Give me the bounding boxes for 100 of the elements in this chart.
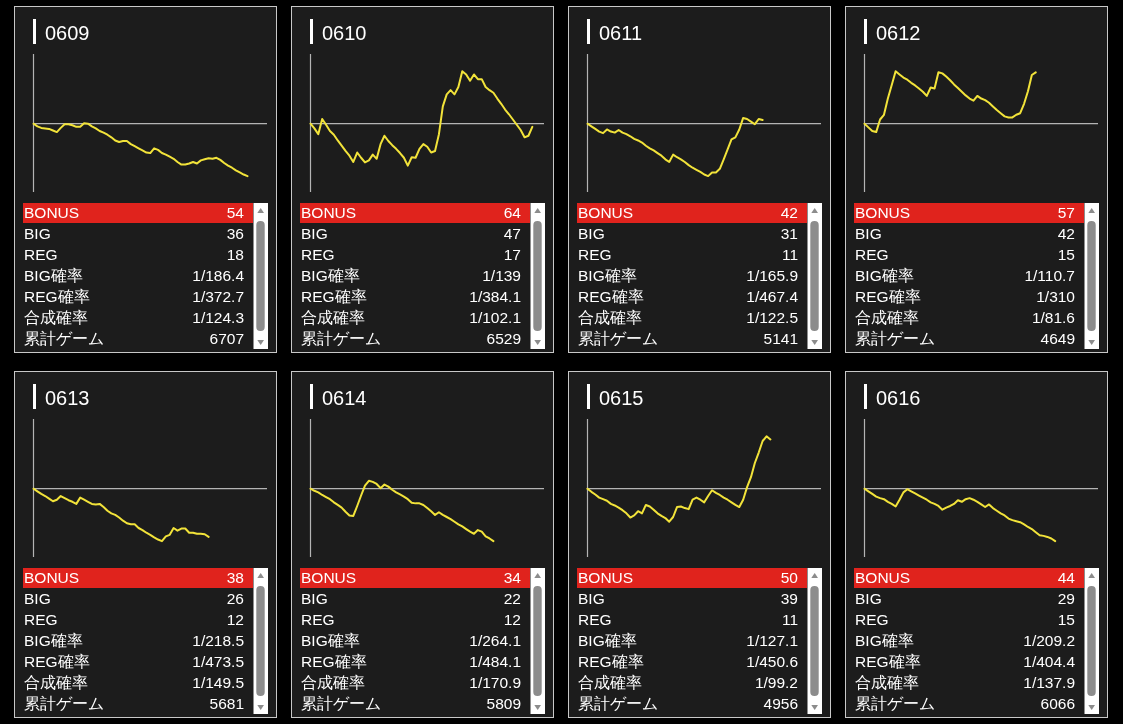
text: BIG確率	[855, 267, 914, 285]
text: 42	[780, 204, 798, 222]
text: REG	[578, 611, 612, 629]
text: REG確率	[301, 653, 367, 671]
text: 合成確率	[301, 309, 365, 327]
text: 1/310	[1036, 288, 1076, 306]
text: 累計ゲーム	[301, 330, 381, 348]
chart-title: 0609	[45, 22, 90, 44]
text: 合成確率	[855, 674, 919, 692]
text: REG確率	[578, 288, 644, 306]
text: 1/110.7	[1024, 267, 1075, 285]
text: 5141	[763, 330, 798, 348]
text: REG	[578, 246, 612, 264]
text: REG	[301, 246, 335, 264]
chart-title: 0610	[322, 22, 367, 44]
text: BIG確率	[24, 267, 83, 285]
text: 12	[226, 611, 244, 629]
text: BIG	[301, 590, 328, 608]
text: 39	[780, 590, 798, 608]
text: 18	[226, 246, 244, 264]
text: 合成確率	[301, 674, 365, 692]
text: 1/218.5	[192, 632, 244, 650]
text: 36	[226, 225, 244, 243]
text: 1/473.5	[192, 653, 244, 671]
text: BIG	[24, 590, 51, 608]
text: 1/127.1	[746, 632, 798, 650]
text: BIG確率	[578, 632, 637, 650]
text: BONUS	[578, 204, 634, 222]
text: 1/170.9	[469, 674, 521, 692]
text: 4956	[763, 695, 798, 713]
text: 1/209.2	[1023, 632, 1075, 650]
text: 累計ゲーム	[855, 695, 935, 713]
text: 50	[780, 569, 799, 587]
text: 累計ゲーム	[578, 695, 658, 713]
text: BONUS	[24, 204, 80, 222]
text: BIG	[855, 590, 882, 608]
text: REG	[855, 611, 889, 629]
text: 42	[1057, 225, 1075, 243]
text: 57	[1057, 204, 1075, 222]
text: 22	[503, 590, 521, 608]
text: BONUS	[855, 569, 911, 587]
text: 38	[226, 569, 244, 587]
text: BIG確率	[24, 632, 83, 650]
text: 44	[1057, 569, 1076, 587]
text: REG確率	[24, 288, 90, 306]
text: 1/124.3	[192, 309, 244, 327]
text: 1/165.9	[746, 267, 798, 285]
text: 累計ゲーム	[24, 695, 104, 713]
chart-title: 0611	[599, 22, 643, 44]
text: 1/102.1	[469, 309, 521, 327]
text: 11	[781, 611, 798, 629]
text: REG確率	[24, 653, 90, 671]
text: BONUS	[855, 204, 911, 222]
text: 5809	[486, 695, 521, 713]
text: 17	[503, 246, 521, 264]
chart-title: 0616	[876, 387, 921, 409]
text: 26	[226, 590, 244, 608]
text: 12	[503, 611, 521, 629]
text: 1/139	[482, 267, 521, 285]
text: BIG確率	[301, 267, 360, 285]
text: 1/122.5	[746, 309, 798, 327]
text: 1/384.1	[469, 288, 521, 306]
text: 1/137.9	[1023, 674, 1075, 692]
text: REG	[24, 611, 58, 629]
text: 15	[1057, 611, 1075, 629]
text: REG確率	[578, 653, 644, 671]
text: 4649	[1040, 330, 1075, 348]
text: BIG	[855, 225, 882, 243]
text: BIG	[578, 590, 605, 608]
text: 1/81.6	[1031, 309, 1075, 327]
chart-title: 0615	[599, 387, 644, 409]
text: 6066	[1040, 695, 1075, 713]
text: 累計ゲーム	[24, 330, 104, 348]
text: BIG	[578, 225, 605, 243]
text: 6529	[486, 330, 521, 348]
text: BIG確率	[855, 632, 914, 650]
text: 1/404.4	[1023, 653, 1076, 671]
text: 34	[503, 569, 522, 587]
text: BONUS	[578, 569, 634, 587]
text: 15	[1057, 246, 1075, 264]
chart-title: 0612	[876, 22, 921, 44]
text: 合成確率	[24, 309, 88, 327]
text: REG	[301, 611, 335, 629]
text: 1/467.4	[746, 288, 799, 306]
chart-title: 0614	[322, 387, 367, 409]
text: BIG確率	[301, 632, 360, 650]
text: REG	[855, 246, 889, 264]
text: BIG	[24, 225, 51, 243]
text: 11	[781, 246, 798, 264]
text: 29	[1057, 590, 1075, 608]
text: BONUS	[301, 569, 357, 587]
text: BONUS	[301, 204, 357, 222]
text: 累計ゲーム	[578, 330, 658, 348]
text: 合成確率	[24, 674, 88, 692]
text: 1/450.6	[746, 653, 798, 671]
text: REG確率	[855, 288, 921, 306]
text: 1/484.1	[469, 653, 521, 671]
text: REG確率	[301, 288, 367, 306]
text: BIG	[301, 225, 328, 243]
text: 47	[503, 225, 521, 243]
